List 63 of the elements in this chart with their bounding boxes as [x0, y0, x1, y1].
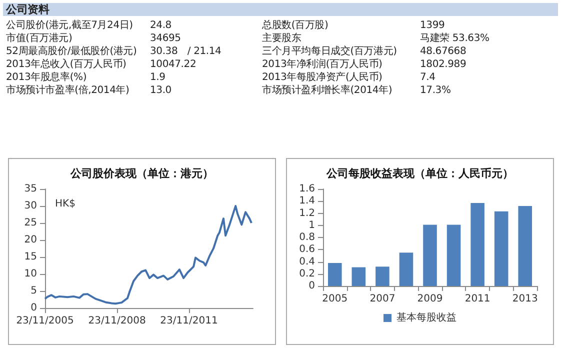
text: 2013年股息率(%) — [6, 71, 87, 84]
text: 34695 — [150, 32, 181, 45]
bar — [494, 211, 508, 286]
y-tick-label: 0 — [30, 302, 37, 314]
text: 7.4 — [420, 71, 436, 84]
y-tick-label: 15 — [24, 252, 37, 262]
text: 52周最高股价/最低股价(港元) — [6, 45, 137, 58]
bar — [423, 224, 437, 286]
x-tick-label: 2011 — [464, 294, 490, 304]
x-tick-label: 23/11/2008 — [88, 316, 146, 326]
y-axis-title: HK$ — [55, 198, 76, 210]
chart-title: 公司股价表现（单位：港元） — [70, 167, 214, 180]
x-tick-label: 23/11/2011 — [160, 316, 218, 326]
y-tick-label: 0.6 — [299, 244, 315, 256]
y-tick-label: 0 — [308, 280, 315, 292]
text: 三个月平均每日成交(百万港元) — [262, 45, 397, 58]
x-tick-label: 2009 — [417, 294, 443, 304]
text: 30.38 / 21.14 — [150, 45, 222, 58]
text: 市场预计盈利增长率(2014年) — [262, 84, 392, 97]
text: 13.0 — [150, 84, 172, 97]
x-tick-label: 23/11/2005 — [16, 316, 74, 326]
y-tick-label: 1.2 — [299, 208, 315, 219]
text: 17.3% — [420, 84, 451, 97]
text: 马建荣 53.63% — [420, 32, 490, 45]
y-tick-label: 1 — [308, 220, 315, 231]
text: 1.9 — [150, 71, 166, 84]
text: 公司股价(港元,截至7月24日) — [6, 19, 133, 32]
text: 10047.22 — [150, 58, 196, 71]
text: 主要股东 — [262, 32, 302, 45]
text: 2013年净利润(百万人民币) — [262, 58, 382, 71]
y-tick-label: 1.4 — [299, 196, 315, 207]
bar — [376, 266, 390, 286]
y-tick-label: 1.6 — [299, 184, 315, 194]
bar — [328, 262, 342, 286]
x-tick-label: 2005 — [322, 294, 348, 304]
text: 2013年每股净资产(人民币) — [262, 71, 382, 84]
text: 市场预计市盈率(倍,2014年) — [6, 84, 130, 97]
chart-title: 公司每股收益表现（单位：人民币元） — [326, 167, 514, 180]
y-tick-label: 10 — [24, 268, 37, 280]
bar — [446, 224, 461, 286]
y-tick-label: 25 — [24, 218, 37, 228]
text: 2013年总收入(百万人民币) — [6, 58, 126, 71]
y-tick-label: 30 — [24, 200, 37, 212]
text: 总股数(百万股) — [262, 19, 328, 32]
y-tick-label: 35 — [24, 184, 37, 194]
y-tick-label: 0.8 — [299, 232, 315, 243]
text: 1399 — [420, 19, 445, 32]
y-tick-label: 0.2 — [299, 268, 315, 280]
y-tick-label: 5 — [30, 286, 37, 296]
text: 48.67668 — [420, 45, 466, 58]
y-tick-label: 20 — [24, 234, 37, 246]
y-tick-label: 0.4 — [299, 256, 315, 268]
x-tick-label: 2013 — [512, 294, 538, 304]
x-tick-label: 2007 — [370, 294, 396, 304]
bar — [518, 206, 532, 286]
bar — [352, 267, 366, 286]
text: 1802.989 — [420, 58, 466, 71]
bar — [399, 252, 414, 286]
text: 公司资料 — [3, 3, 558, 16]
legend-label: 基本每股收益 — [396, 312, 456, 324]
text: 24.8 — [150, 19, 172, 32]
bar — [470, 202, 484, 286]
text: 市值(百万港元) — [6, 32, 72, 45]
